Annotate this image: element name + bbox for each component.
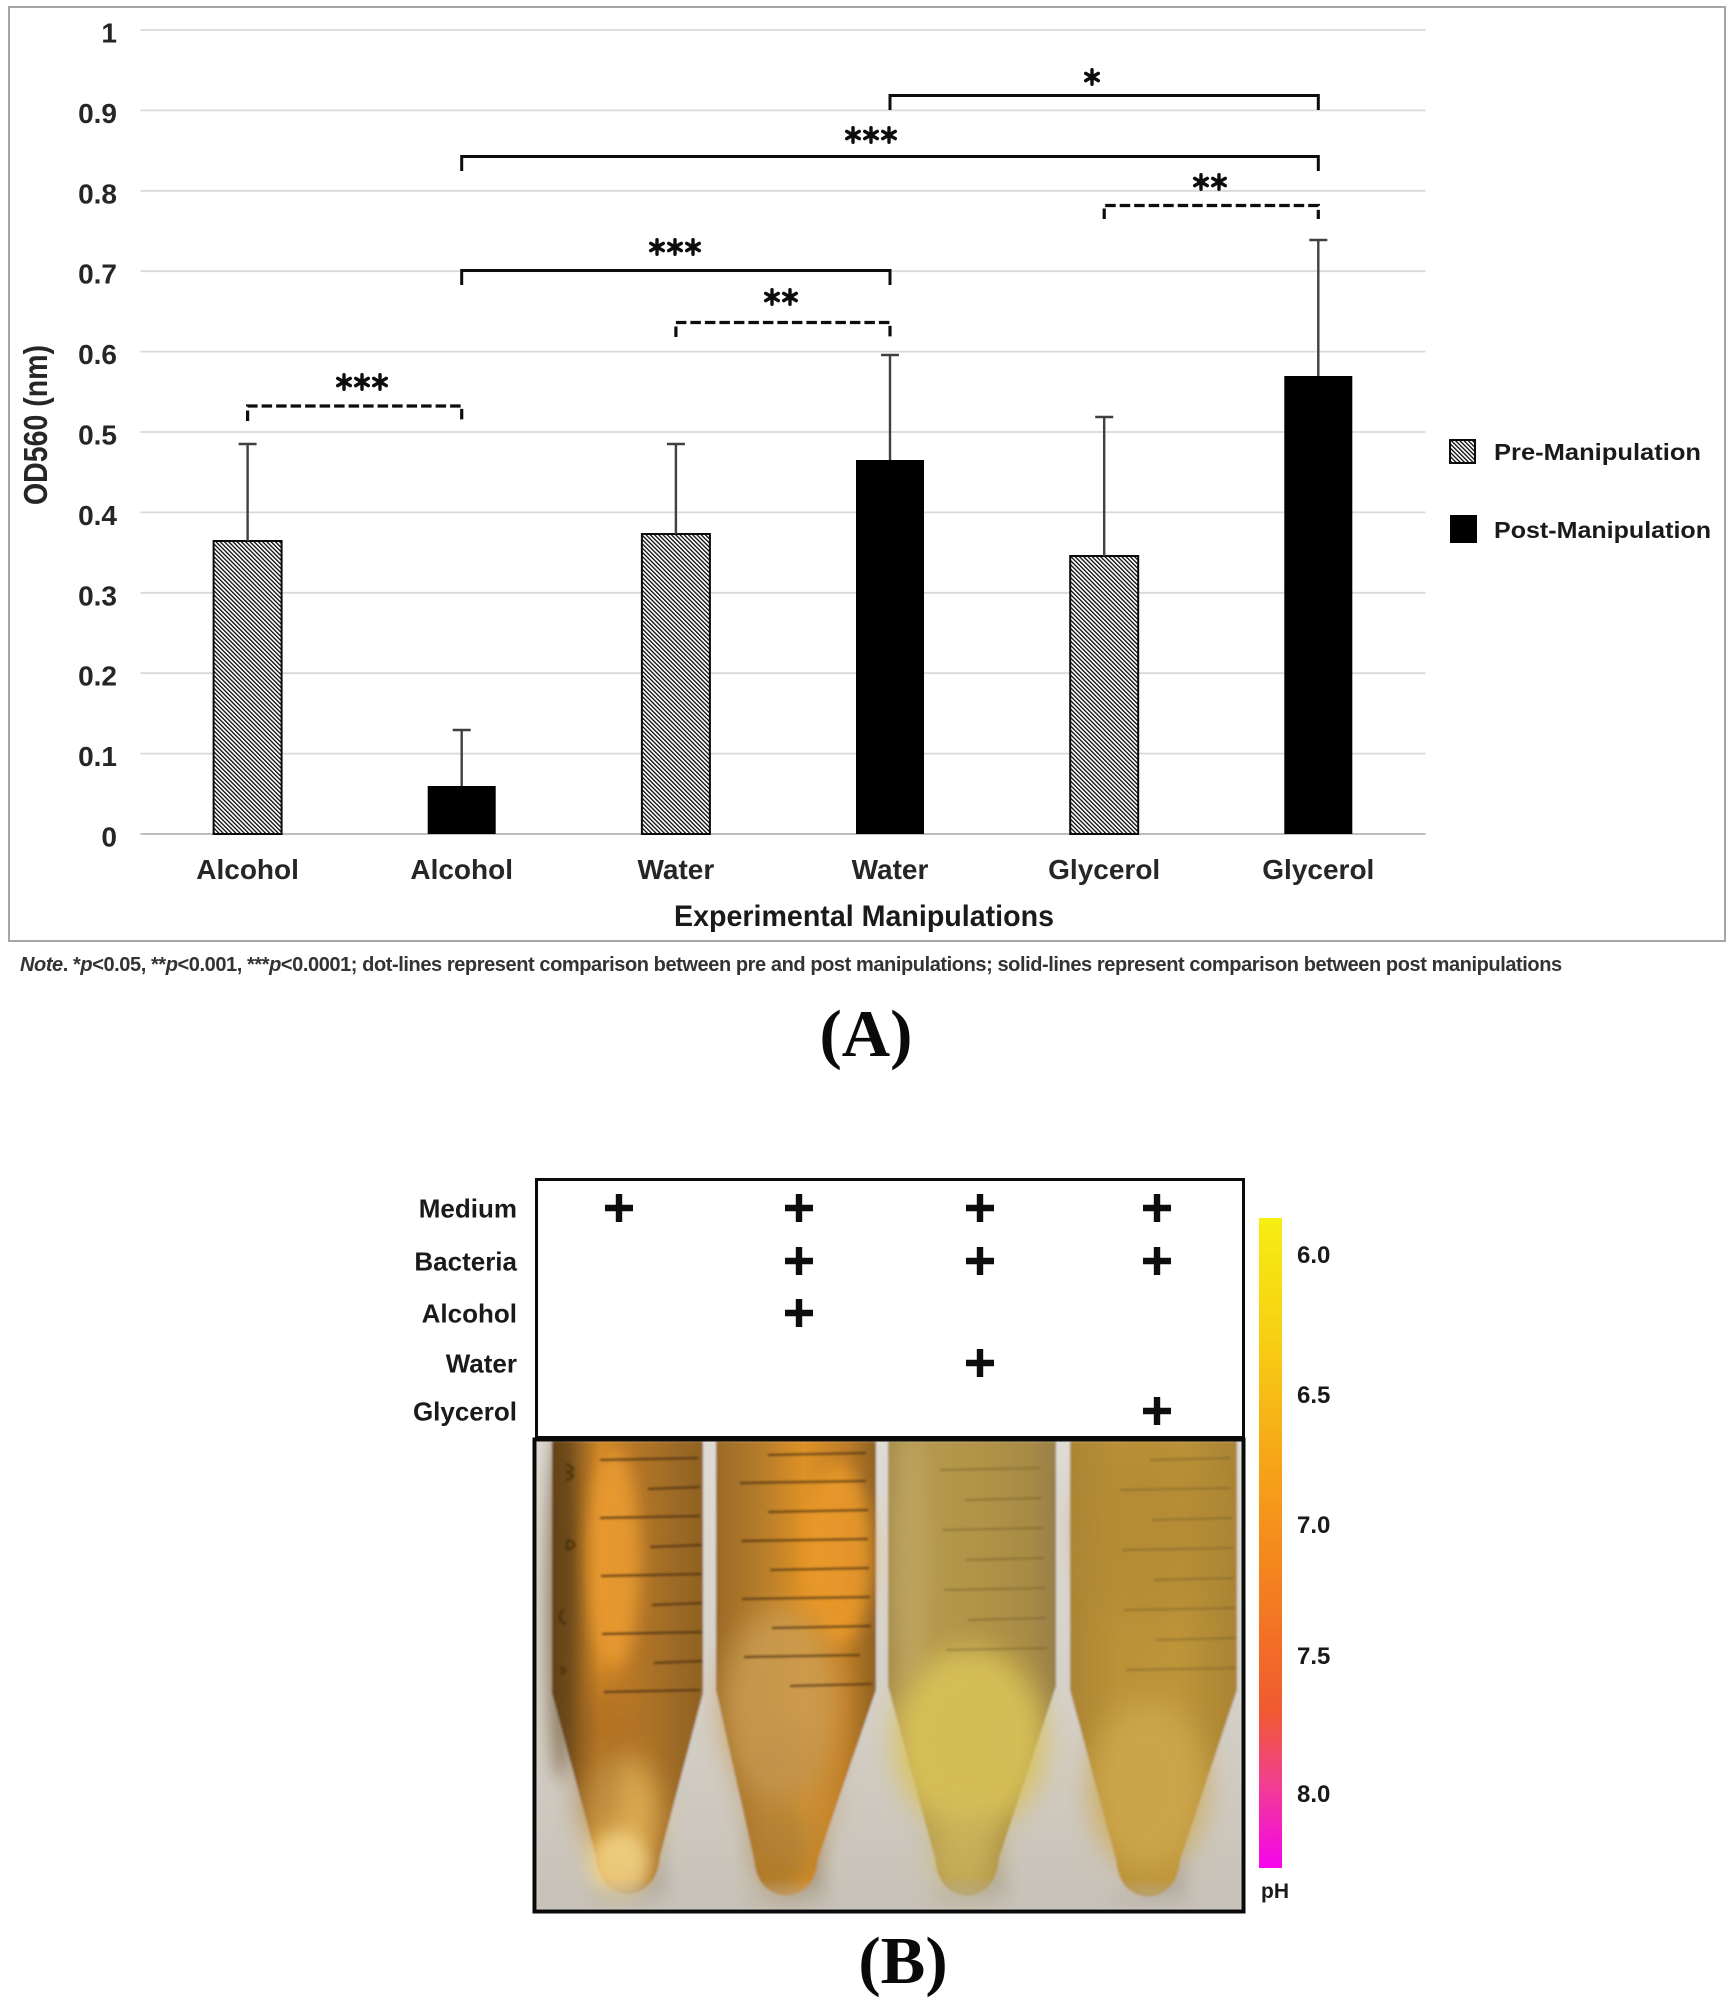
svg-text:Glycerol: Glycerol — [1262, 854, 1374, 885]
svg-text:0.6: 0.6 — [78, 339, 117, 370]
svg-text:Bacteria: Bacteria — [414, 1247, 517, 1277]
svg-text:0: 0 — [101, 822, 117, 853]
svg-text:Alcohol: Alcohol — [410, 854, 513, 885]
svg-text:1: 1 — [101, 18, 117, 49]
svg-text:Glycerol: Glycerol — [1048, 854, 1160, 885]
svg-text:7.5: 7.5 — [1297, 1643, 1330, 1670]
svg-text:Glycerol: Glycerol — [413, 1397, 517, 1427]
svg-text:Water: Water — [638, 854, 715, 885]
svg-text:Alcohol: Alcohol — [422, 1299, 517, 1329]
svg-text:OD560 (nm): OD560 (nm) — [17, 345, 54, 505]
svg-text:7.0: 7.0 — [1297, 1512, 1330, 1539]
svg-text:0.3: 0.3 — [78, 580, 117, 611]
svg-text:8.0: 8.0 — [1297, 1781, 1330, 1808]
svg-text:(B): (B) — [858, 1924, 947, 1998]
svg-text:Alcohol: Alcohol — [196, 854, 299, 885]
svg-text:0.8: 0.8 — [78, 178, 117, 209]
svg-text:Pre-Manipulation: Pre-Manipulation — [1494, 439, 1701, 465]
svg-text:pH: pH — [1261, 1880, 1289, 1903]
svg-text:Experimental Manipulations: Experimental Manipulations — [674, 900, 1054, 933]
svg-text:Note. *p<0.05, **p<0.001, ***p: Note. *p<0.05, **p<0.001, ***p<0.0001; d… — [20, 954, 1562, 976]
svg-text:Water: Water — [852, 854, 929, 885]
svg-text:Water: Water — [446, 1349, 517, 1379]
svg-text:0.5: 0.5 — [78, 420, 117, 451]
svg-text:0.7: 0.7 — [78, 259, 117, 290]
svg-text:Medium: Medium — [419, 1194, 517, 1224]
svg-text:0.4: 0.4 — [78, 500, 117, 531]
svg-text:(A): (A) — [819, 997, 912, 1071]
svg-text:6.0: 6.0 — [1297, 1242, 1330, 1269]
svg-text:0.1: 0.1 — [78, 741, 117, 772]
svg-text:0.9: 0.9 — [78, 98, 117, 129]
svg-text:Post-Manipulation: Post-Manipulation — [1494, 517, 1711, 543]
svg-text:6.5: 6.5 — [1297, 1382, 1330, 1409]
svg-text:0.2: 0.2 — [78, 661, 117, 692]
